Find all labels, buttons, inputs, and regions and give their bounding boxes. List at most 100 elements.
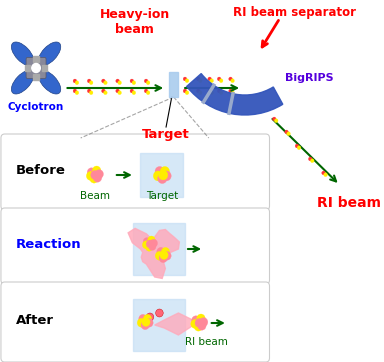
Circle shape [229,89,232,93]
Circle shape [197,77,200,81]
Circle shape [208,77,212,81]
Ellipse shape [38,70,61,94]
Circle shape [104,91,107,94]
Circle shape [229,77,232,81]
Text: RI beam: RI beam [185,337,228,347]
Circle shape [146,240,154,248]
Circle shape [95,170,103,178]
Circle shape [118,81,121,85]
Circle shape [156,309,163,317]
Circle shape [197,89,200,93]
Circle shape [86,171,95,180]
Bar [25,65,30,71]
Circle shape [89,91,93,94]
Text: Reaction: Reaction [16,237,82,251]
Circle shape [132,91,136,94]
Circle shape [89,81,93,85]
Circle shape [146,81,150,85]
Text: After: After [16,313,54,327]
Circle shape [137,319,146,327]
Wedge shape [187,73,283,115]
Circle shape [159,254,167,262]
Ellipse shape [12,42,34,66]
Circle shape [322,171,325,175]
Circle shape [146,313,154,321]
Text: Before: Before [16,164,66,177]
Bar [33,74,39,80]
Polygon shape [155,313,195,335]
Circle shape [217,77,221,81]
Text: Target: Target [142,128,190,141]
Circle shape [194,322,203,331]
Circle shape [285,130,288,134]
Circle shape [118,91,121,94]
Bar [133,299,185,351]
FancyBboxPatch shape [1,208,270,284]
Circle shape [142,241,150,249]
Circle shape [142,317,150,327]
Circle shape [116,89,119,93]
Circle shape [144,89,148,93]
Text: Beam: Beam [80,191,110,201]
Circle shape [231,79,234,83]
Circle shape [162,171,171,181]
Circle shape [32,63,40,72]
Circle shape [101,89,105,93]
FancyBboxPatch shape [26,58,46,79]
Circle shape [130,79,134,83]
Circle shape [208,89,212,93]
Text: BigRIPS: BigRIPS [285,73,333,83]
Circle shape [161,247,170,256]
Circle shape [185,79,189,83]
Circle shape [75,81,79,85]
Circle shape [148,236,155,244]
Ellipse shape [38,42,61,66]
Circle shape [87,89,91,93]
Circle shape [199,317,208,327]
Circle shape [144,79,148,83]
Circle shape [199,79,202,83]
Circle shape [308,157,312,161]
Circle shape [195,319,204,328]
Circle shape [146,243,153,251]
Circle shape [183,89,187,93]
Circle shape [199,91,202,94]
Circle shape [157,174,167,184]
Polygon shape [128,228,179,278]
Circle shape [143,315,152,323]
Text: Heavy-ion
beam: Heavy-ion beam [99,8,170,36]
Circle shape [146,91,150,94]
Circle shape [295,144,299,148]
Ellipse shape [12,70,34,94]
Text: RI beam: RI beam [317,196,381,210]
Circle shape [219,91,223,94]
Circle shape [104,81,107,85]
Bar [141,153,183,197]
Circle shape [163,251,171,260]
Circle shape [75,91,79,94]
Circle shape [185,91,189,94]
Bar [169,72,179,97]
Bar [133,223,185,275]
Circle shape [90,174,98,183]
Circle shape [297,146,301,150]
Text: Target: Target [146,191,179,201]
Circle shape [155,167,164,176]
Circle shape [324,173,328,177]
Circle shape [116,79,119,83]
Circle shape [192,316,200,325]
Circle shape [310,159,314,163]
Circle shape [272,117,276,121]
Text: Cyclotron: Cyclotron [8,102,64,112]
Circle shape [191,319,199,328]
FancyBboxPatch shape [1,134,270,210]
Circle shape [92,166,101,175]
Circle shape [160,251,168,260]
Circle shape [73,89,77,93]
Circle shape [139,315,147,323]
Circle shape [93,173,102,182]
Circle shape [141,321,149,329]
Circle shape [217,89,221,93]
Circle shape [73,79,77,83]
Circle shape [155,251,164,260]
